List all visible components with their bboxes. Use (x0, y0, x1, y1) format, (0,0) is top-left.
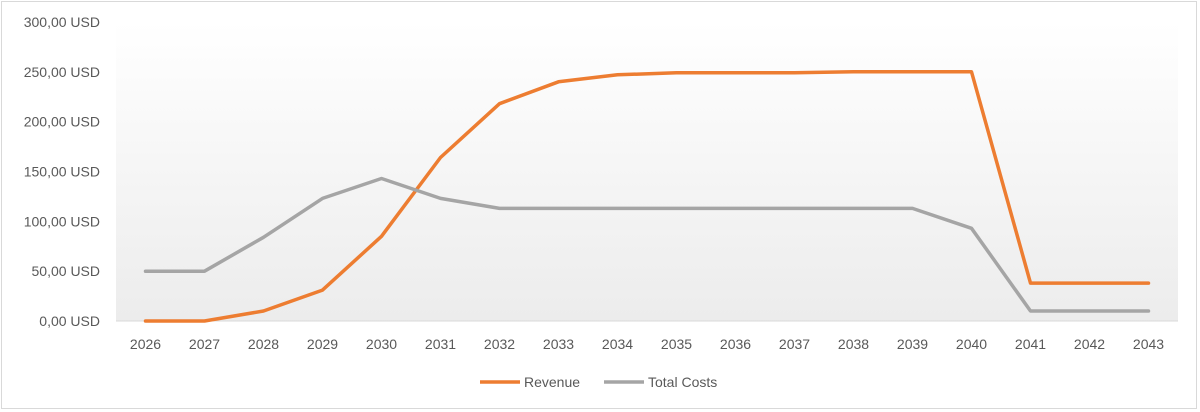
x-tick-label: 2028 (248, 336, 279, 352)
x-tick-label: 2043 (1133, 336, 1164, 352)
y-tick-label: 50,00 USD (32, 263, 100, 279)
data-point-total-costs[interactable] (555, 204, 563, 212)
x-tick-label: 2038 (838, 336, 869, 352)
x-tick-label: 2033 (543, 336, 574, 352)
data-point-revenue[interactable] (1145, 279, 1153, 287)
data-point-total-costs[interactable] (673, 204, 681, 212)
data-point-total-costs[interactable] (496, 204, 504, 212)
data-point-total-costs[interactable] (614, 204, 622, 212)
data-point-revenue[interactable] (968, 68, 976, 76)
data-point-total-costs[interactable] (319, 194, 327, 202)
data-point-total-costs[interactable] (1145, 307, 1153, 315)
y-tick-label: 250,00 USD (24, 64, 100, 80)
series-lines (142, 68, 1153, 325)
series-line-total-costs[interactable] (143, 176, 1151, 313)
x-tick-label: 2027 (189, 336, 220, 352)
data-point-revenue[interactable] (142, 317, 150, 325)
data-point-total-costs[interactable] (732, 204, 740, 212)
x-axis: 2026 2027 2028 2029 2030 2031 2032 2033 2034 2035… (130, 336, 1164, 352)
legend-item-total-costs[interactable]: Total Costs (604, 374, 717, 390)
x-tick-label: 2031 (425, 336, 456, 352)
legend-label-revenue: Revenue (524, 374, 580, 390)
data-point-total-costs[interactable] (201, 267, 209, 275)
x-tick-label: 2040 (956, 336, 987, 352)
y-tick-label: 0,00 USD (39, 313, 100, 329)
x-tick-label: 2032 (484, 336, 515, 352)
data-point-total-costs[interactable] (909, 204, 917, 212)
x-tick-label: 2042 (1074, 336, 1105, 352)
x-tick-label: 2030 (366, 336, 397, 352)
data-point-total-costs[interactable] (850, 204, 858, 212)
data-point-revenue[interactable] (673, 69, 681, 77)
data-point-total-costs[interactable] (437, 194, 445, 202)
data-point-revenue[interactable] (437, 154, 445, 162)
x-tick-label: 2026 (130, 336, 161, 352)
legend-label-total-costs: Total Costs (648, 374, 717, 390)
data-point-revenue[interactable] (260, 307, 268, 315)
x-tick-label: 2036 (720, 336, 751, 352)
data-point-total-costs[interactable] (1027, 307, 1035, 315)
data-point-revenue[interactable] (1086, 279, 1094, 287)
data-point-total-costs[interactable] (1086, 307, 1094, 315)
x-tick-label: 2037 (779, 336, 810, 352)
data-point-revenue[interactable] (1027, 279, 1035, 287)
data-point-total-costs[interactable] (791, 204, 799, 212)
series-line-revenue[interactable] (143, 70, 1151, 323)
data-point-revenue[interactable] (555, 78, 563, 86)
data-point-revenue[interactable] (791, 69, 799, 77)
x-tick-label: 2039 (897, 336, 928, 352)
plot-area (116, 22, 1178, 321)
x-tick-label: 2035 (661, 336, 692, 352)
y-axis: 0,00 USD 50,00 USD 100,00 USD 150,00 USD 200… (24, 14, 100, 329)
legend: Revenue Total Costs (480, 374, 717, 390)
data-point-revenue[interactable] (850, 68, 858, 76)
data-point-revenue[interactable] (732, 69, 740, 77)
data-point-total-costs[interactable] (260, 233, 268, 241)
data-point-revenue[interactable] (909, 68, 917, 76)
x-tick-label: 2034 (602, 336, 633, 352)
data-point-revenue[interactable] (201, 317, 209, 325)
data-point-revenue[interactable] (496, 100, 504, 108)
data-point-total-costs[interactable] (968, 224, 976, 232)
data-point-total-costs[interactable] (378, 174, 386, 182)
y-tick-label: 300,00 USD (24, 14, 100, 30)
data-point-total-costs[interactable] (142, 267, 150, 275)
legend-item-revenue[interactable]: Revenue (480, 374, 580, 390)
x-tick-label: 2041 (1015, 336, 1046, 352)
data-point-revenue[interactable] (319, 286, 327, 294)
y-tick-label: 100,00 USD (24, 213, 100, 229)
data-point-revenue[interactable] (378, 232, 386, 240)
data-point-revenue[interactable] (614, 71, 622, 79)
x-tick-label: 2029 (307, 336, 338, 352)
y-tick-label: 200,00 USD (24, 114, 100, 130)
y-tick-label: 150,00 USD (24, 164, 100, 180)
